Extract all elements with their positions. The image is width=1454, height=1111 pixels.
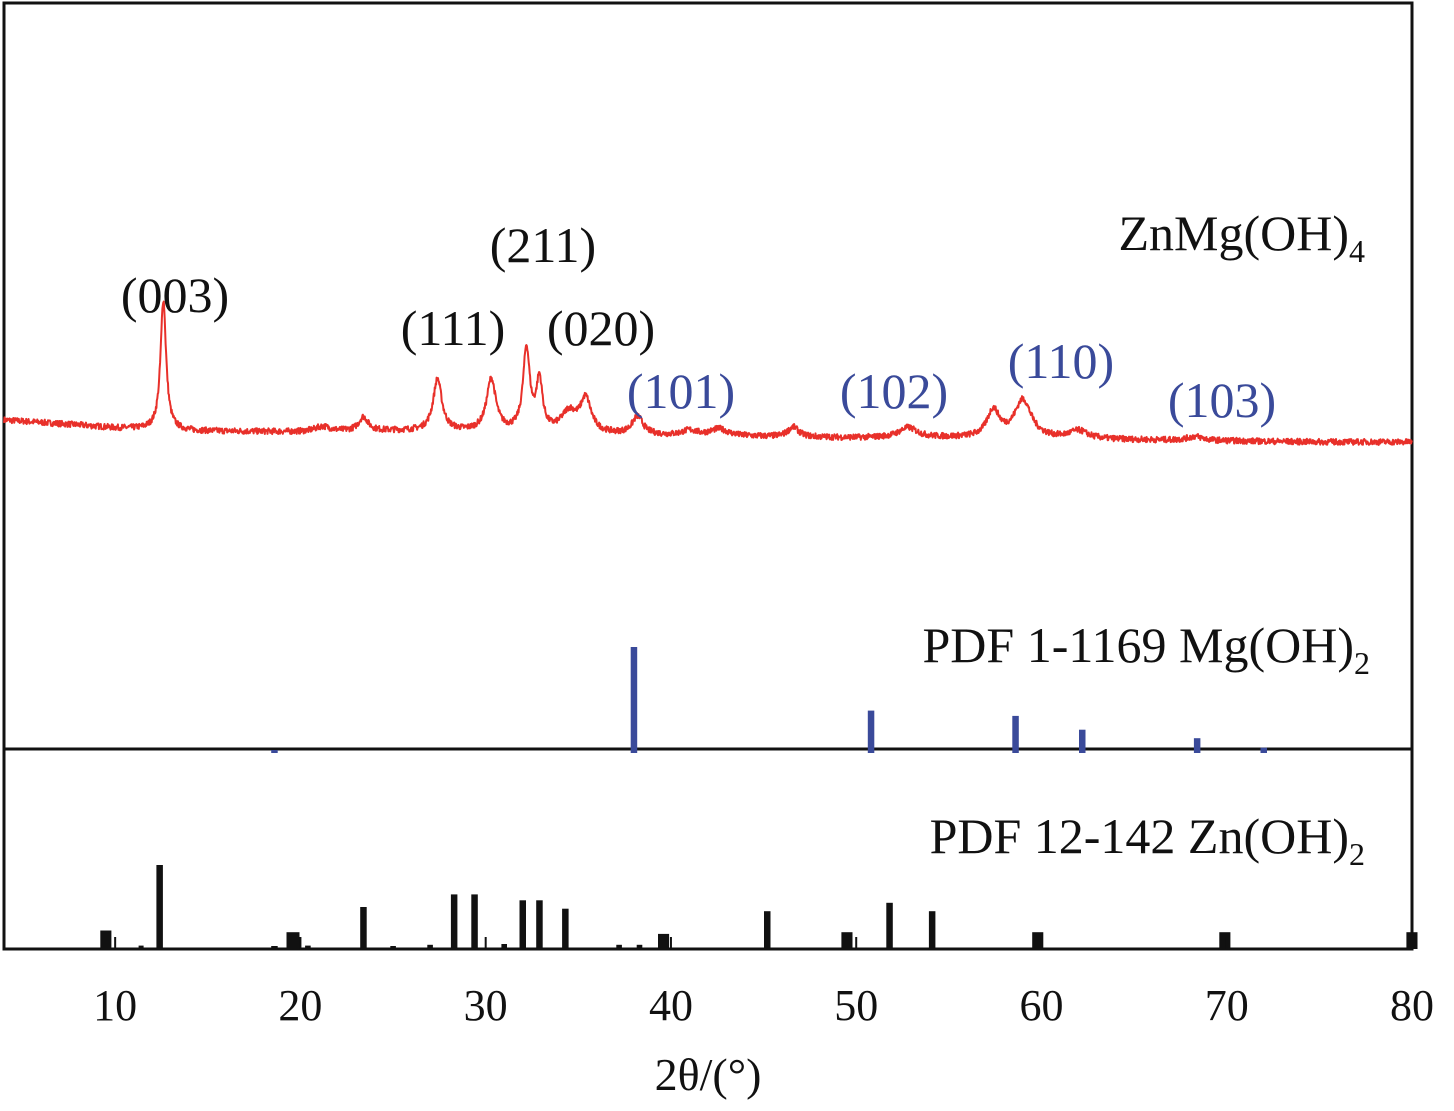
x-tick-label-40: 40 bbox=[649, 981, 693, 1030]
zn-ref-stick-15 bbox=[616, 944, 622, 949]
mg-ref-stick-0 bbox=[271, 750, 278, 753]
zn-ref-stick-7 bbox=[390, 946, 396, 949]
x-tick-label-10: 10 bbox=[93, 981, 137, 1030]
zn-ref-stick-0 bbox=[100, 930, 112, 949]
series-label-zn: PDF 12-142 Zn(OH)2 bbox=[930, 808, 1365, 872]
mg-reference-sticks bbox=[271, 647, 1267, 753]
zn-ref-stick-16 bbox=[636, 944, 643, 949]
x-tick-label-30: 30 bbox=[464, 981, 508, 1030]
zn-ref-stick-3 bbox=[271, 946, 278, 949]
series-label-mg: PDF 1-1169 Mg(OH)2 bbox=[923, 617, 1371, 681]
mg-ref-stick-5 bbox=[1193, 738, 1201, 753]
zn-ref-stick-2 bbox=[156, 865, 163, 949]
mg-ref-stick-6 bbox=[1260, 747, 1267, 753]
zn-ref-stick-20 bbox=[886, 902, 893, 949]
zn-ref-stick-9 bbox=[450, 894, 458, 949]
plot-frame bbox=[2, 1, 1414, 951]
zn-reference-sticks bbox=[100, 865, 1418, 949]
x-tick-label-70: 70 bbox=[1205, 981, 1249, 1030]
xrd-pattern-line bbox=[3, 300, 1413, 446]
peak-label-103: (103) bbox=[1168, 372, 1276, 428]
zn-ref-stick-1 bbox=[138, 945, 144, 949]
zn-ref-stick-11 bbox=[501, 944, 507, 949]
zn-ref-stick-6 bbox=[360, 907, 367, 949]
zn-ref-stick-5 bbox=[305, 945, 311, 949]
series-label-znmg: ZnMg(OH)4 bbox=[1118, 205, 1365, 269]
mg-ref-stick-3 bbox=[1012, 715, 1019, 753]
peak-label-101: (101) bbox=[627, 363, 735, 419]
x-tick-label-60: 60 bbox=[1019, 981, 1063, 1030]
zn-ref-stick-22 bbox=[1032, 932, 1044, 949]
zn-ref-stick-19 bbox=[841, 932, 853, 949]
zn-ref-stick-4 bbox=[286, 932, 300, 949]
zn-ref-stick-14 bbox=[562, 908, 569, 949]
zn-ref-stick-8 bbox=[427, 944, 433, 949]
zn-ref-stick-13 bbox=[536, 900, 543, 949]
x-axis-label: 2θ/(°) bbox=[655, 1049, 762, 1100]
mg-ref-stick-4 bbox=[1079, 729, 1086, 753]
x-tick-label-20: 20 bbox=[278, 981, 322, 1030]
zn-ref-stick-12 bbox=[519, 900, 526, 949]
x-tick-label-50: 50 bbox=[834, 981, 878, 1030]
zn-ref-stick-23 bbox=[1219, 932, 1231, 949]
zn-ref-stick-21 bbox=[928, 911, 936, 949]
zn-ref-stick-17 bbox=[658, 933, 670, 949]
peak-label-102: (102) bbox=[840, 363, 948, 419]
mg-ref-stick-2 bbox=[867, 710, 875, 753]
zn-ref-stick-18 bbox=[764, 911, 771, 949]
peak-label-020: (020) bbox=[547, 300, 655, 356]
peak-label-211: (211) bbox=[490, 217, 596, 273]
mg-ref-stick-1 bbox=[630, 647, 638, 753]
zn-ref-stick-10 bbox=[471, 894, 478, 949]
peak-label-110: (110) bbox=[1008, 333, 1114, 389]
peak-label-111: (111) bbox=[401, 300, 506, 356]
x-axis-ticks: 10 20 30 40 50 60 70 80 bbox=[93, 937, 1434, 1030]
peak-label-003: (003) bbox=[121, 267, 229, 323]
x-tick-label-80: 80 bbox=[1390, 981, 1434, 1030]
